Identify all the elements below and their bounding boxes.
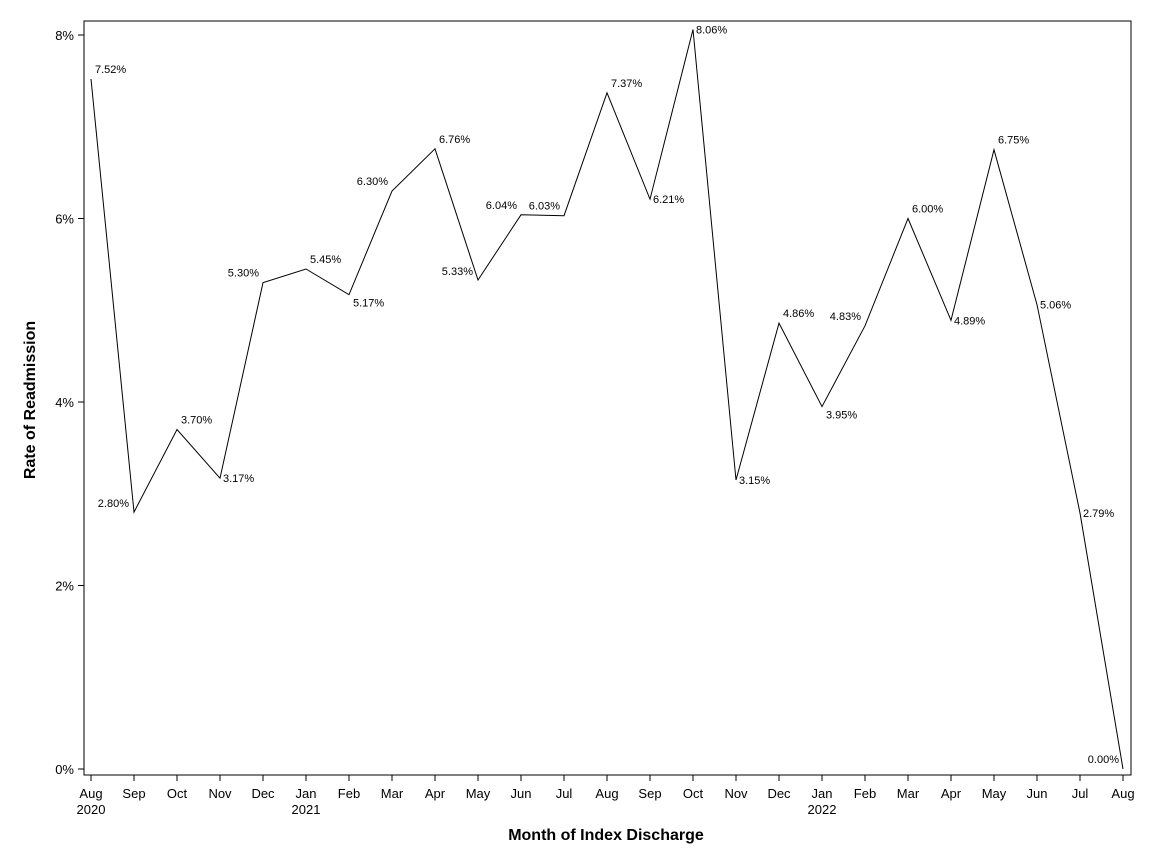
- x-tick-year-label: 2021: [292, 802, 321, 817]
- data-label: 8.06%: [696, 25, 727, 37]
- x-tick-label: Jan: [812, 786, 833, 801]
- data-label: 3.95%: [826, 410, 857, 422]
- x-tick-label: Aug: [79, 786, 102, 801]
- data-label: 5.06%: [1040, 300, 1071, 312]
- x-tick-label: Apr: [425, 786, 446, 801]
- x-axis-title: Month of Index Discharge: [508, 827, 704, 844]
- x-tick-label: Feb: [338, 786, 360, 801]
- x-tick-label: Dec: [767, 786, 791, 801]
- x-tick-label: Dec: [251, 786, 275, 801]
- data-label: 2.79%: [1083, 508, 1114, 520]
- data-labels: 7.52% 2.80% 3.70% 3.17% 5.30% 5.45% 5.17% 6.30%…: [95, 25, 1119, 767]
- x-tick-label: Mar: [897, 786, 920, 801]
- x-tick-label: Jan: [296, 786, 317, 801]
- x-tick-label: Feb: [854, 786, 876, 801]
- plot-frame: [83, 20, 1132, 776]
- data-label: 0.00%: [1088, 754, 1119, 766]
- x-tick-label: Jun: [1027, 786, 1048, 801]
- x-tick-label: Sep: [638, 786, 661, 801]
- data-label: 6.21%: [653, 194, 684, 206]
- data-label: 7.52%: [95, 64, 126, 76]
- data-label: 5.45%: [310, 254, 341, 266]
- x-tick-label: May: [982, 786, 1007, 801]
- x-tick-label: May: [466, 786, 491, 801]
- x-tick-label: Aug: [595, 786, 618, 801]
- x-tick-label: Aug: [1111, 786, 1134, 801]
- x-tick-label: Apr: [941, 786, 962, 801]
- x-tick-label: Nov: [724, 786, 748, 801]
- x-tick-label: Jul: [556, 786, 573, 801]
- data-label: 7.37%: [611, 78, 642, 90]
- data-label: 6.30%: [357, 176, 388, 188]
- data-label: 4.89%: [954, 315, 985, 327]
- data-label: 4.83%: [830, 311, 861, 323]
- readmission-rate-line: [90, 29, 1124, 770]
- data-label: 3.15%: [739, 475, 770, 487]
- data-label: 6.03%: [529, 201, 560, 213]
- y-tick-label: 4%: [55, 395, 74, 410]
- data-label: 6.00%: [912, 204, 943, 216]
- data-label: 6.76%: [439, 134, 470, 146]
- x-tick-label: Sep: [122, 786, 145, 801]
- data-label: 3.70%: [181, 415, 212, 427]
- x-tick-label: Jul: [1072, 786, 1089, 801]
- data-label: 6.04%: [486, 200, 517, 212]
- x-tick-label: Mar: [381, 786, 404, 801]
- x-tick-label: Oct: [683, 786, 704, 801]
- y-tick-label: 6%: [55, 212, 74, 227]
- x-tick-label: Nov: [208, 786, 232, 801]
- data-label: 6.75%: [998, 135, 1029, 147]
- data-label: 2.80%: [98, 498, 129, 510]
- data-label: 5.30%: [228, 268, 259, 280]
- x-tick-year-label: 2022: [808, 802, 837, 817]
- y-tick-label: 2%: [55, 579, 74, 594]
- data-label: 5.33%: [442, 266, 473, 278]
- data-label: 5.17%: [353, 298, 384, 310]
- x-tick-label: Oct: [167, 786, 188, 801]
- x-tick-label: Jun: [511, 786, 532, 801]
- data-label: 3.17%: [223, 473, 254, 485]
- y-axis: 0% 2% 4% 6% 8%: [55, 28, 84, 777]
- y-tick-label: 0%: [55, 762, 74, 777]
- y-axis-title: Rate of Readmission: [22, 321, 39, 479]
- y-tick-label: 8%: [55, 28, 74, 43]
- data-label: 4.86%: [783, 308, 814, 320]
- x-tick-year-label: 2020: [77, 802, 106, 817]
